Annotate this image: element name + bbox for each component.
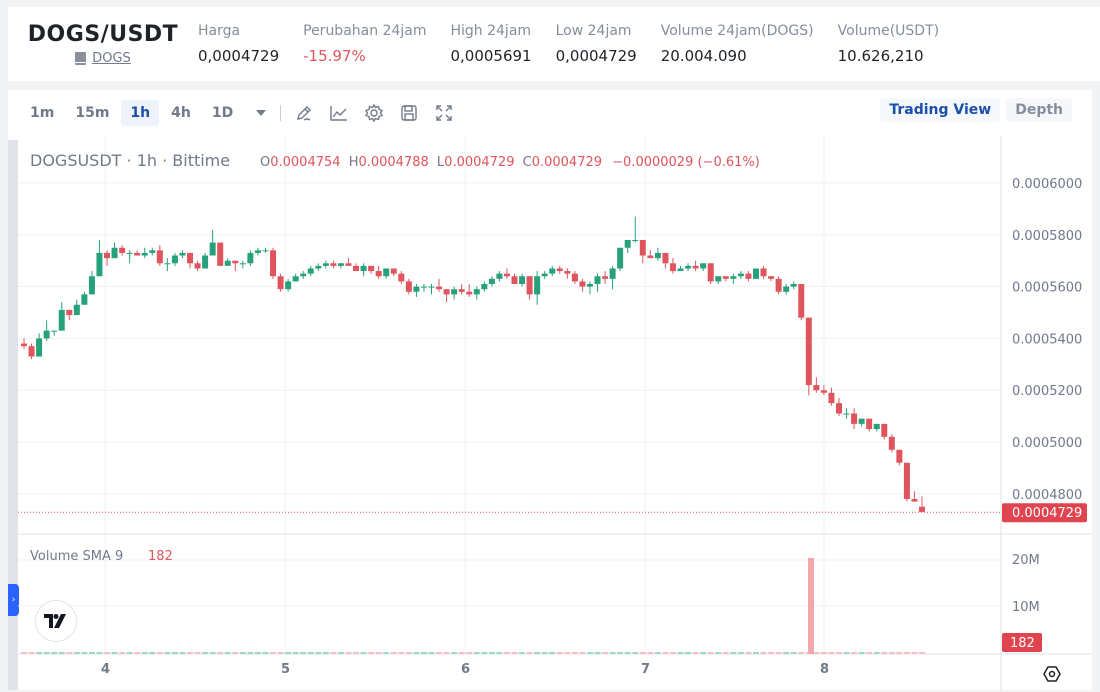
svg-text:0.0004729: 0.0004729 <box>1012 506 1082 521</box>
drawing-icon[interactable] <box>293 102 315 124</box>
candlestick-chart[interactable]: 0.0006000 0.0005800 0.0005600 0.0005400 0.00… <box>8 136 1092 690</box>
svg-text:4: 4 <box>101 662 110 677</box>
svg-text:0.0006000: 0.0006000 <box>1012 177 1082 192</box>
timeframe-4h[interactable]: 4h <box>171 105 191 121</box>
stat-label: High 24jam <box>450 23 532 39</box>
coin-info: DOGS <box>75 51 131 66</box>
stat-value: 10.626,210 <box>837 47 924 65</box>
stat-value: 0,0004729 <box>555 47 637 65</box>
stat-label: Low 24jam <box>555 23 632 39</box>
svg-text:6: 6 <box>461 662 470 677</box>
chart-settings-icon[interactable] <box>1042 664 1062 684</box>
pair-block: DOGS/USDT DOGS <box>8 22 198 66</box>
save-icon[interactable] <box>398 102 420 124</box>
svg-text:5: 5 <box>281 662 290 677</box>
toolbar-divider <box>280 105 282 121</box>
stat-value: 0,0004729 <box>198 47 280 65</box>
tradingview-logo[interactable] <box>35 600 77 642</box>
svg-text:182: 182 <box>1010 636 1035 651</box>
timeframe-1d[interactable]: 1D <box>211 105 234 121</box>
stat-value: 0,0005691 <box>450 47 532 65</box>
stat-value: -15.97% <box>303 47 366 65</box>
timeframe-1h[interactable]: 1h <box>121 100 160 126</box>
svg-text:0.0004800: 0.0004800 <box>1012 488 1082 503</box>
svg-text:0.0005800: 0.0005800 <box>1012 229 1082 244</box>
coin-link[interactable]: DOGS <box>92 51 131 66</box>
expand-sidebar-button[interactable]: › <box>8 584 19 616</box>
svg-text:0.0005600: 0.0005600 <box>1012 281 1082 296</box>
view-switch: Trading View Depth <box>880 98 1072 122</box>
tab-depth[interactable]: Depth <box>1006 98 1072 122</box>
indicator-icon[interactable] <box>328 102 350 124</box>
stat-low-24h: Low 24jam 0,0004729 <box>556 23 637 65</box>
fullscreen-icon[interactable] <box>433 102 455 124</box>
stat-label: Volume 24jam(DOGS) <box>660 23 814 39</box>
book-icon <box>75 52 87 65</box>
stat-volume-dogs: Volume 24jam(DOGS) 20.004.090 <box>661 23 814 65</box>
chart-legend-ohlc: O0.0004754 H0.0004788 L0.0004729 C0.0004… <box>260 155 760 170</box>
volume-legend-label: Volume SMA 9 <box>30 549 123 564</box>
timeframe-15m[interactable]: 15m <box>75 105 110 121</box>
chart-area[interactable]: › 0.0006000 0.0005800 0.0005600 0.0005400 0.… <box>8 136 1092 690</box>
chart-toolbar: 1m 15m 1h 4h 1D Trading View Depth <box>8 90 1092 136</box>
svg-text:0.0005000: 0.0005000 <box>1012 436 1082 451</box>
left-sidebar-strip <box>8 140 18 690</box>
chart-panel: 1m 15m 1h 4h 1D Trading View Depth › <box>8 90 1092 690</box>
stat-label: Volume(USDT) <box>837 23 940 39</box>
volume-legend-value: 182 <box>148 549 173 564</box>
chart-legend-symbol: DOGSUSDT · 1h · Bittime <box>30 151 230 170</box>
svg-text:10M: 10M <box>1012 600 1040 615</box>
stat-high-24h: High 24jam 0,0005691 <box>450 23 531 65</box>
timeframe-1m[interactable]: 1m <box>30 105 55 121</box>
pair-title: DOGS/USDT <box>27 22 179 47</box>
ticker-bar: DOGS/USDT DOGS Harga 0,0004729 Perubahan… <box>8 7 1100 81</box>
stat-label: Harga <box>198 23 241 39</box>
more-timeframes-icon[interactable] <box>256 110 267 116</box>
stat-price: Harga 0,0004729 <box>198 23 279 65</box>
stat-volume-usdt: Volume(USDT) 10.626,210 <box>838 23 939 65</box>
stat-value: 20.004.090 <box>660 47 747 65</box>
settings-icon[interactable] <box>363 102 385 124</box>
stat-change-24h: Perubahan 24jam -15.97% <box>303 23 426 65</box>
tab-trading-view[interactable]: Trading View <box>880 98 1001 122</box>
svg-text:0.0005200: 0.0005200 <box>1012 384 1082 399</box>
stat-label: Perubahan 24jam <box>303 23 427 39</box>
svg-text:20M: 20M <box>1012 553 1040 568</box>
svg-text:7: 7 <box>641 662 650 677</box>
svg-text:8: 8 <box>820 662 829 677</box>
svg-text:0.0005400: 0.0005400 <box>1012 332 1082 347</box>
